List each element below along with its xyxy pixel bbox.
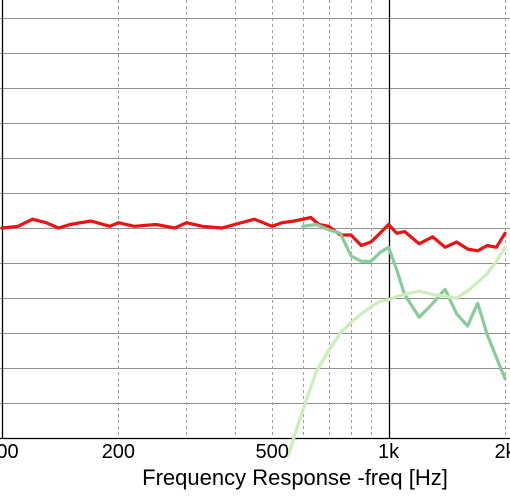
x-tick-label: 2k xyxy=(494,441,510,463)
x-tick-label: 200 xyxy=(102,441,135,463)
x-tick-labels: 100 200 500 1k 2k xyxy=(0,441,510,463)
series-line-1 xyxy=(0,215,507,253)
grid xyxy=(0,0,510,440)
x-tick-label: 100 xyxy=(0,441,19,463)
x-axis-label: Frequency Response -freq [Hz] xyxy=(142,465,448,490)
series-line-2 xyxy=(301,222,507,381)
series-group xyxy=(0,215,507,458)
series-line-3 xyxy=(286,245,507,458)
x-tick-label: 500 xyxy=(256,441,289,463)
x-tick-label: 1k xyxy=(378,441,400,463)
